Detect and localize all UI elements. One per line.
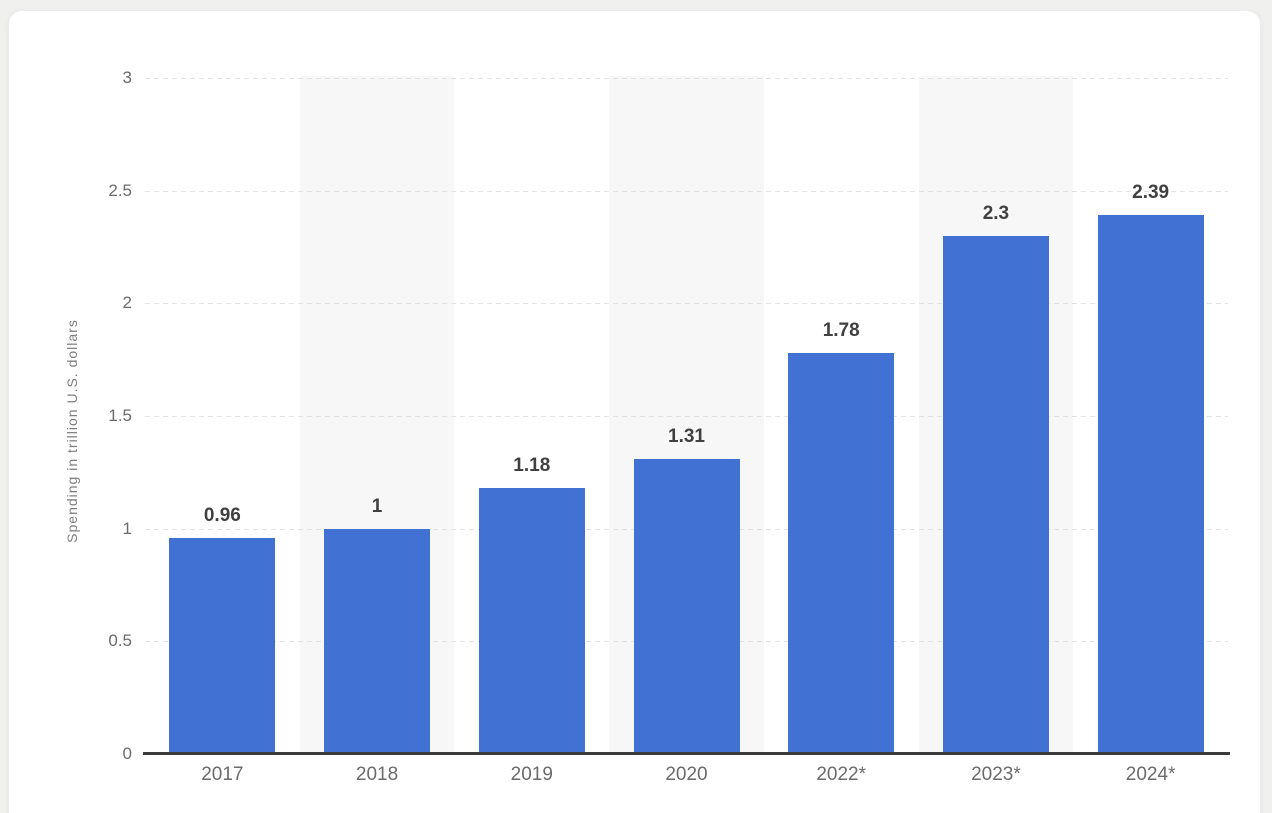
bar-2018[interactable]	[324, 528, 431, 754]
x-tick-label-2018: 2018	[355, 764, 399, 785]
y-tick-label-1: 1	[122, 518, 132, 538]
x-tick-label-2017: 2017	[201, 764, 244, 785]
value-label-2024: 2.39	[1132, 182, 1170, 204]
bar-2017[interactable]	[169, 537, 276, 754]
gridline-2	[145, 303, 1228, 305]
value-label-2022: 1.78	[822, 319, 860, 341]
bar-2023[interactable]	[942, 235, 1049, 754]
x-axis-line	[143, 752, 1230, 755]
y-tick-label-2: 2	[122, 293, 132, 313]
value-label-2019: 1.18	[513, 455, 551, 477]
x-tick-label-2019: 2019	[510, 764, 553, 785]
gridline-2.5	[145, 190, 1228, 192]
x-tick-label-2022: 2022*	[816, 764, 867, 785]
bar-2020[interactable]	[633, 458, 740, 754]
y-tick-label-2.5: 2.5	[108, 180, 132, 200]
x-tick-label-2024: 2024*	[1125, 764, 1176, 785]
y-tick-label-0: 0	[122, 744, 132, 763]
value-label-2020: 1.31	[668, 425, 705, 447]
bar-2022[interactable]	[788, 352, 895, 754]
gridline-1.5	[145, 416, 1228, 417]
value-label-2023: 2.3	[982, 202, 1010, 224]
y-axis-title: Spending in trillion U.S. dollars	[64, 319, 80, 543]
x-tick-label-2020: 2020	[665, 764, 708, 785]
value-label-2017: 0.96	[203, 504, 241, 526]
y-tick-label-0.5: 0.5	[108, 631, 132, 651]
gridline-3	[145, 78, 1228, 79]
x-tick-label-2023: 2023*	[971, 764, 1021, 785]
value-label-2018: 1	[371, 495, 383, 517]
bar-2019[interactable]	[478, 488, 585, 754]
bar-2024[interactable]	[1097, 215, 1204, 754]
y-tick-label-3: 3	[122, 68, 132, 87]
y-tick-label-1.5: 1.5	[108, 406, 132, 425]
